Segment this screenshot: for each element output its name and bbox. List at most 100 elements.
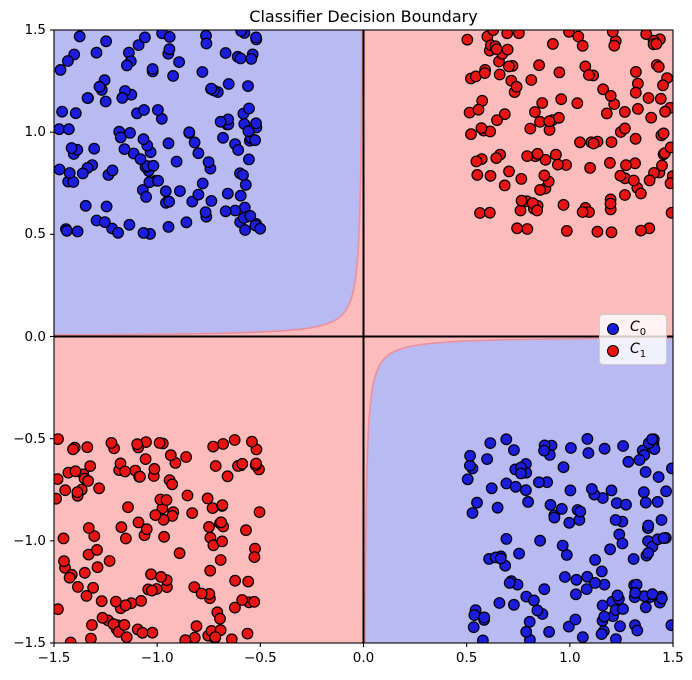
data-point-C0: [173, 56, 186, 68]
data-point-C1: [146, 626, 159, 639]
data-point-C0: [137, 226, 150, 239]
legend-label-c0-sub: 0: [639, 326, 647, 338]
data-point-C0: [56, 105, 68, 118]
data-point-C0: [63, 167, 76, 179]
y-tick-label: −1.5: [13, 635, 46, 651]
data-point-C1: [158, 530, 171, 543]
data-point-C0: [646, 588, 659, 601]
data-point-C0: [134, 153, 147, 166]
data-point-C0: [180, 216, 193, 229]
data-point-C0: [639, 496, 652, 509]
data-point-C0: [485, 482, 498, 495]
data-point-C0: [614, 620, 626, 633]
data-point-C1: [119, 532, 132, 545]
data-point-C1: [627, 174, 640, 187]
scatter-series-C1: [54, 30, 673, 643]
data-point-C0: [242, 125, 255, 138]
data-point-C0: [199, 206, 212, 219]
data-point-C0: [159, 185, 172, 198]
y-tick-label: −0.5: [13, 430, 46, 447]
data-point-C1: [119, 465, 131, 478]
data-point-C0: [533, 476, 545, 489]
data-point-C1: [629, 86, 642, 99]
data-point-C1: [656, 159, 668, 172]
data-point-C1: [248, 595, 261, 608]
data-point-C0: [500, 533, 513, 545]
data-point-C1: [475, 122, 488, 135]
y-tick-label: 1.0: [24, 124, 46, 141]
data-point-C0: [152, 174, 165, 187]
data-point-C1: [587, 137, 600, 150]
data-point-C1: [470, 155, 483, 168]
data-point-C0: [610, 633, 622, 643]
x-tick-label: 0.0: [352, 650, 375, 666]
data-point-C1: [665, 206, 673, 219]
data-point-C0: [655, 514, 668, 526]
data-point-C1: [91, 561, 104, 574]
data-point-C0: [116, 91, 129, 104]
data-point-C1: [543, 115, 556, 128]
legend-item-c1: C1: [607, 342, 658, 359]
data-point-C1: [149, 509, 162, 521]
data-point-C0: [585, 483, 598, 495]
data-point-C1: [225, 633, 238, 643]
data-point-C0: [239, 224, 252, 236]
data-point-C1: [514, 204, 527, 217]
data-point-C1: [618, 105, 631, 118]
data-point-C1: [58, 555, 70, 568]
data-point-C0: [98, 216, 111, 229]
data-point-C1: [632, 102, 644, 115]
data-point-C1: [203, 521, 215, 533]
x-tick-label: −0.5: [243, 650, 277, 666]
data-point-C0: [477, 634, 489, 643]
data-point-C0: [112, 226, 124, 239]
decision-boundary-curve-q2: [54, 30, 363, 336]
data-point-C1: [560, 224, 573, 237]
data-point-C0: [574, 505, 587, 518]
data-point-C0: [123, 218, 136, 231]
data-point-C1: [657, 127, 670, 140]
data-point-C1: [664, 141, 673, 154]
data-point-C1: [604, 156, 616, 169]
data-point-C0: [100, 35, 112, 48]
data-point-C0: [609, 514, 622, 526]
data-point-C0: [478, 611, 491, 624]
data-point-C0: [538, 444, 550, 457]
y-tick-label: 0.0: [24, 328, 46, 345]
data-point-C1: [195, 587, 208, 600]
data-point-C1: [604, 197, 617, 210]
data-point-C1: [606, 30, 619, 38]
data-point-C1: [635, 224, 647, 237]
data-point-C0: [205, 194, 218, 207]
data-point-C0: [598, 578, 611, 591]
data-point-C0: [464, 459, 476, 472]
data-point-C0: [90, 46, 103, 59]
data-point-C1: [529, 106, 541, 118]
data-point-C0: [99, 95, 112, 108]
data-point-C0: [219, 47, 232, 59]
data-point-C1: [173, 547, 186, 560]
data-point-C1: [643, 174, 656, 187]
data-point-C0: [250, 117, 262, 130]
data-point-C0: [54, 163, 66, 176]
data-point-C0: [605, 484, 618, 497]
data-point-C1: [216, 499, 229, 512]
data-point-C1: [465, 128, 477, 141]
data-point-C1: [206, 502, 219, 515]
data-point-C1: [576, 206, 589, 218]
data-point-C1: [510, 80, 523, 93]
data-point-C1: [140, 523, 153, 536]
data-point-C1: [87, 581, 99, 594]
data-point-C1: [250, 457, 263, 470]
data-point-C0: [627, 553, 640, 565]
data-point-C1: [236, 594, 249, 606]
data-point-C0: [71, 225, 84, 238]
data-point-C0: [581, 570, 594, 583]
data-point-C0: [79, 199, 92, 212]
data-point-C0: [562, 620, 575, 633]
data-point-C1: [253, 506, 266, 518]
data-point-C1: [228, 601, 241, 614]
data-point-C1: [498, 179, 511, 192]
data-point-C1: [96, 611, 109, 624]
